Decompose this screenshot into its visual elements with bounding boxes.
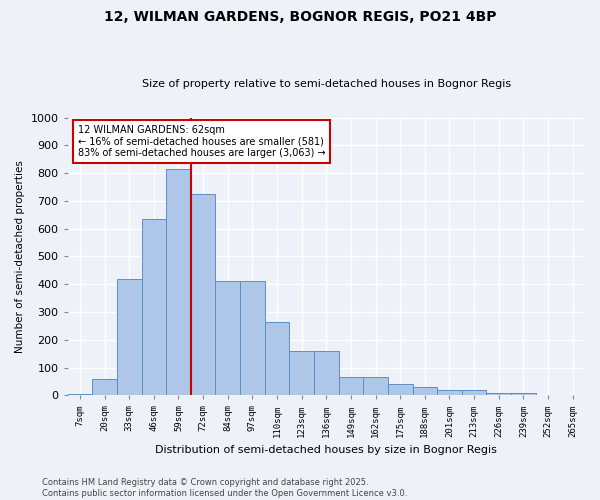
Bar: [191, 194, 215, 396]
Bar: [314, 351, 338, 396]
Text: Contains HM Land Registry data © Crown copyright and database right 2025.
Contai: Contains HM Land Registry data © Crown c…: [42, 478, 407, 498]
Bar: [215, 282, 240, 396]
Bar: [437, 390, 462, 396]
X-axis label: Distribution of semi-detached houses by size in Bognor Regis: Distribution of semi-detached houses by …: [155, 445, 497, 455]
Bar: [536, 395, 560, 396]
Bar: [413, 387, 437, 396]
Bar: [289, 351, 314, 396]
Bar: [511, 392, 536, 396]
Bar: [462, 390, 487, 396]
Text: 12 WILMAN GARDENS: 62sqm
← 16% of semi-detached houses are smaller (581)
83% of : 12 WILMAN GARDENS: 62sqm ← 16% of semi-d…: [78, 124, 326, 158]
Y-axis label: Number of semi-detached properties: Number of semi-detached properties: [15, 160, 25, 353]
Bar: [265, 322, 289, 396]
Bar: [363, 378, 388, 396]
Bar: [240, 282, 265, 396]
Text: 12, WILMAN GARDENS, BOGNOR REGIS, PO21 4BP: 12, WILMAN GARDENS, BOGNOR REGIS, PO21 4…: [104, 10, 496, 24]
Bar: [166, 169, 191, 396]
Bar: [68, 394, 92, 396]
Bar: [338, 378, 363, 396]
Bar: [142, 219, 166, 396]
Bar: [92, 378, 117, 396]
Title: Size of property relative to semi-detached houses in Bognor Regis: Size of property relative to semi-detach…: [142, 79, 511, 89]
Bar: [487, 392, 511, 396]
Bar: [560, 395, 585, 396]
Bar: [117, 278, 142, 396]
Bar: [388, 384, 413, 396]
